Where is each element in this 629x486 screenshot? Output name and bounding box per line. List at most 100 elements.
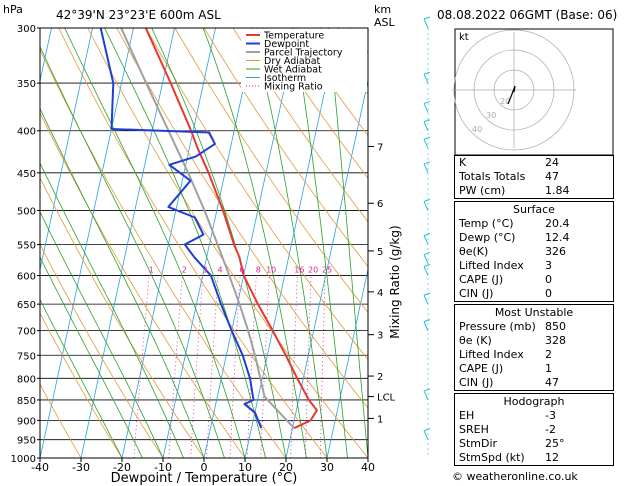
surface-label: CAPE (J) — [459, 273, 504, 286]
pressure-tick-label: 800 — [17, 374, 36, 385]
dry-adiabat — [40, 176, 205, 458]
surface-title: Surface — [513, 203, 555, 216]
legend-entry: Mixing Ratio — [264, 82, 323, 93]
wet-adiabat — [40, 162, 184, 458]
surface-label: Temp (°C) — [459, 217, 514, 230]
wind-barb-flag — [423, 264, 431, 268]
hodograph-table-value: -2 — [545, 423, 556, 436]
mixing-ratio-label: 1 — [149, 266, 154, 275]
indices-box: K 24 Totals Totals 47 PW (cm) 1.84 — [454, 155, 614, 199]
legend-entry: Temperature — [263, 31, 324, 42]
most-unstable-value: 47 — [545, 376, 559, 389]
surface-row: Dewp (°C) 12.4 — [455, 231, 613, 245]
index-label: Totals Totals — [459, 170, 526, 183]
most-unstable-value: 328 — [545, 334, 566, 347]
chart-curves — [99, 28, 318, 430]
temperature-axis: -40 -30 -20 -10 0 10 20 30 40 — [31, 458, 375, 474]
isotherm — [244, 28, 339, 458]
temperature-tick-label: 20 — [279, 461, 293, 474]
mixing-ratio-label: 20 — [308, 266, 318, 275]
most-unstable-value: 2 — [545, 348, 552, 361]
dry-adiabat — [87, 28, 368, 458]
surface-value: 0 — [545, 287, 552, 300]
mixing-ratio-label: 2 — [182, 266, 187, 275]
isotherm — [80, 28, 175, 458]
wind-barb-flag — [423, 233, 431, 236]
temperature-tick-label: 10 — [238, 461, 252, 474]
isotherm — [203, 28, 298, 458]
wind-barb-flag — [423, 119, 431, 123]
wind-barb — [423, 18, 429, 29]
most-unstable-label: Pressure (mb) — [459, 320, 536, 333]
wind-barb — [423, 103, 429, 113]
isotherm — [285, 78, 368, 458]
most-unstable-row: CIN (J) 47 — [455, 376, 613, 390]
credit-label: © weatheronline.co.uk — [452, 470, 578, 483]
asl-label: ASL — [374, 16, 396, 29]
mixing-ratio-labels: 1 2 3 4 6 8 10 16 20 25 — [149, 266, 333, 275]
most-unstable-row: Pressure (mb) 850 — [455, 320, 613, 334]
isotherm — [326, 267, 368, 458]
mixing-ratio-line — [305, 275, 312, 458]
pressure-tick-label: 950 — [17, 436, 36, 447]
wet-adiabat — [151, 28, 287, 458]
legend-entry: Dry Adiabat — [264, 56, 321, 67]
km-axis: 7 6 5 4 3 2 LCL 1 — [368, 142, 396, 425]
dry-adiabat — [261, 28, 368, 179]
wet-adiabat — [40, 256, 143, 458]
hodograph-unit-label: kt — [459, 32, 469, 43]
pressure-tick-label: 750 — [17, 351, 36, 362]
surface-row: CIN (J) 0 — [455, 287, 613, 301]
isotherm — [0, 28, 10, 458]
hodograph-table-box: Hodograph EH -3 SREH -2 StmDir 25° StmSpd (kt)… — [454, 393, 614, 466]
wind-barb — [423, 266, 429, 276]
temperature-tick-label: -30 — [72, 461, 90, 474]
hodograph-table-row: SREH -2 — [455, 423, 613, 437]
legend-entry: Parcel Trajectory — [264, 48, 343, 59]
km-tick-label: 2 — [377, 372, 383, 383]
km-tick-label: 1 — [377, 414, 383, 425]
wind-barb — [423, 254, 429, 264]
wind-barb — [423, 294, 429, 305]
mixing-ratio-line — [319, 275, 326, 458]
dry-adiabat — [145, 28, 368, 361]
most-unstable-box: Most Unstable Pressure (mb) 850 θe (K) 328 L… — [454, 304, 614, 391]
dry-adiabat — [58, 28, 328, 458]
plot-frame — [39, 27, 369, 459]
index-value: 1.84 — [545, 184, 570, 197]
dry-adiabat — [40, 383, 82, 458]
dry-adiabat — [232, 28, 368, 223]
most-unstable-row: θe (K) 328 — [455, 334, 613, 348]
legend-entry: Dewpoint — [264, 39, 309, 50]
wet-adiabat — [293, 28, 348, 458]
dry-adiabat — [203, 28, 368, 268]
wind-barb — [423, 73, 429, 84]
most-unstable-label: CIN (J) — [459, 376, 494, 389]
pressure-tick-label: 550 — [17, 240, 36, 251]
temperature-tick-label: 30 — [320, 461, 334, 474]
wet-adiabat — [104, 28, 266, 458]
wind-barb-flag — [423, 388, 431, 392]
location-label: 42°39'N 23°23'E 600m ASL — [56, 8, 221, 22]
temperature-tick-label: 0 — [201, 461, 208, 474]
most-unstable-title: Most Unstable — [494, 306, 574, 319]
wind-barb — [423, 163, 429, 174]
wind-barb — [423, 390, 429, 401]
pressure-axis: 300 350 400 450 500 550 600 650 700 750 800 850 900 9… — [11, 24, 40, 465]
legend-entry: Wet Adiabat — [264, 65, 322, 76]
mixing-ratio-line — [290, 275, 298, 458]
datetime-label: 08.08.2022 06GMT (Base: 06) — [437, 8, 618, 22]
temperature-tick-label: 40 — [361, 461, 375, 474]
pressure-tick-label: 650 — [17, 300, 36, 311]
surface-value: 20.4 — [545, 217, 570, 230]
wind-barb-flag — [423, 136, 431, 140]
surface-label: Dewp (°C) — [459, 231, 516, 244]
hodograph-ring-label: 20 — [500, 97, 510, 106]
hodograph-table-label: StmSpd (kt) — [459, 451, 525, 464]
pressure-tick-label: 450 — [17, 169, 36, 180]
km-unit-label: km — [374, 3, 391, 16]
surface-value: 3 — [545, 259, 552, 272]
hodograph-ring-label: 40 — [472, 125, 482, 134]
hodograph-table-row: StmDir 25° — [455, 437, 613, 451]
